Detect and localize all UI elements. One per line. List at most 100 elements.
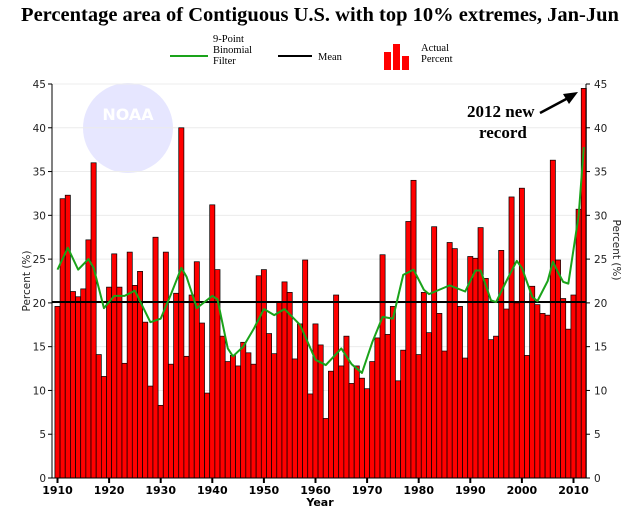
- bar-1962: [322, 418, 329, 479]
- x-axis-label: Year: [305, 496, 334, 509]
- y-tick-label: 0: [39, 473, 46, 485]
- bar-1990: [467, 256, 474, 479]
- y-right-tick-label: 0: [594, 473, 601, 485]
- legend-mean-label: Mean: [318, 52, 343, 63]
- chart-title: Percentage area of Contiguous U.S. with …: [21, 4, 619, 26]
- bar-1920: [106, 286, 113, 479]
- axes: 0 0 5 5 10 10 15 15 20 20 25 25 30 30 35 35 40 40 45 45 1910…: [21, 79, 622, 509]
- bar-1932: [168, 363, 174, 479]
- bar-2004: [539, 313, 546, 479]
- annotation-arrow-shaft: [539, 95, 571, 115]
- bar-1940: [209, 204, 216, 479]
- bar-1986: [446, 242, 453, 479]
- x-tick-label: 1930: [145, 484, 176, 497]
- bar-2001: [524, 355, 530, 479]
- bar-1993: [482, 278, 489, 479]
- bar-2007: [555, 259, 561, 479]
- bar-1936: [188, 294, 195, 479]
- y-tick-label: 35: [33, 167, 46, 179]
- bar-1957: [297, 323, 303, 479]
- bar-1973: [379, 254, 386, 479]
- bar-1992: [477, 227, 484, 479]
- bar-1982: [426, 332, 432, 479]
- bar-1972: [374, 337, 381, 479]
- bar-1956: [291, 358, 298, 479]
- x-tick-label: 1920: [94, 484, 125, 497]
- y-right-tick-label: 15: [594, 342, 607, 354]
- bar-1977: [400, 349, 407, 479]
- bar-1981: [420, 292, 427, 479]
- bar-1938: [199, 322, 205, 479]
- y-axis-label: Percent (%): [21, 250, 33, 311]
- bar-1925: [131, 285, 138, 479]
- bar-1959: [307, 393, 314, 479]
- x-tick-label: 2010: [558, 484, 589, 497]
- bar-1963: [328, 370, 334, 479]
- annotation: 2012 new record: [467, 92, 578, 142]
- bar-1997: [503, 308, 510, 479]
- bar-1974: [384, 334, 391, 479]
- bar-1995: [493, 335, 500, 479]
- bar-1961: [317, 344, 324, 479]
- bar-1970: [364, 388, 371, 479]
- bar-2006: [549, 159, 556, 479]
- bar-1978: [405, 221, 412, 479]
- x-tick-label: 1990: [455, 484, 486, 497]
- y-tick-label: 10: [33, 385, 46, 397]
- bar-1921: [111, 253, 118, 479]
- bar-1967: [348, 383, 355, 479]
- x-tick-label: 2000: [507, 484, 538, 497]
- annotation-text: record: [479, 123, 527, 142]
- bar-1943: [224, 361, 231, 479]
- bar-1951: [266, 333, 272, 479]
- x-tick-label: 1970: [352, 484, 383, 497]
- bar-1929: [152, 236, 159, 479]
- bar-1950: [260, 269, 267, 479]
- annotation-text: 2012 new: [467, 102, 535, 121]
- bar-1958: [302, 259, 309, 479]
- bar-1965: [338, 365, 345, 479]
- legend-actual-label: Percent: [421, 54, 453, 65]
- bar-1971: [369, 361, 376, 479]
- x-tick-label: 1960: [300, 484, 331, 497]
- y-tick-label: 25: [33, 254, 46, 266]
- legend-filter-label: Filter: [213, 56, 236, 67]
- bar-2005: [544, 314, 551, 479]
- bar-1999: [513, 302, 520, 479]
- bar-1984: [436, 313, 443, 479]
- bar-1968: [353, 365, 360, 479]
- bar-2002: [529, 285, 536, 479]
- x-tick-label: 1940: [197, 484, 228, 497]
- legend-actual-swatch-bar: [384, 52, 391, 70]
- annotation-arrow-head: [563, 92, 578, 104]
- legend-actual-swatch-bar: [393, 44, 400, 70]
- bar-1944: [229, 355, 236, 479]
- bar-1913: [70, 291, 76, 479]
- bar-1988: [457, 306, 463, 479]
- bar-1930: [157, 404, 164, 479]
- bar-1935: [183, 355, 190, 479]
- bar-2009: [565, 328, 572, 479]
- lines: [52, 146, 586, 374]
- bar-1952: [271, 353, 278, 479]
- filter-line: [56, 146, 585, 374]
- bar-1916: [85, 239, 92, 479]
- y-tick-label: 5: [39, 429, 46, 441]
- bar-1976: [395, 380, 401, 479]
- bar-1953: [276, 301, 283, 479]
- x-tick-label: 1910: [42, 484, 73, 497]
- bar-1917: [90, 162, 97, 479]
- legend-actual-label: Actual: [421, 43, 449, 54]
- bar-1919: [100, 376, 107, 479]
- y-right-tick-label: 5: [594, 429, 601, 441]
- bar-2010: [570, 294, 577, 479]
- y-tick-label: 30: [33, 210, 46, 222]
- y-right-tick-label: 35: [594, 167, 607, 179]
- bar-1960: [312, 323, 319, 479]
- legend-filter-label: 9-Point: [213, 34, 244, 45]
- bar-1914: [75, 296, 82, 479]
- bars: [54, 88, 587, 479]
- y-tick-label: 40: [33, 123, 46, 135]
- watermark-text: NOAA: [102, 105, 154, 124]
